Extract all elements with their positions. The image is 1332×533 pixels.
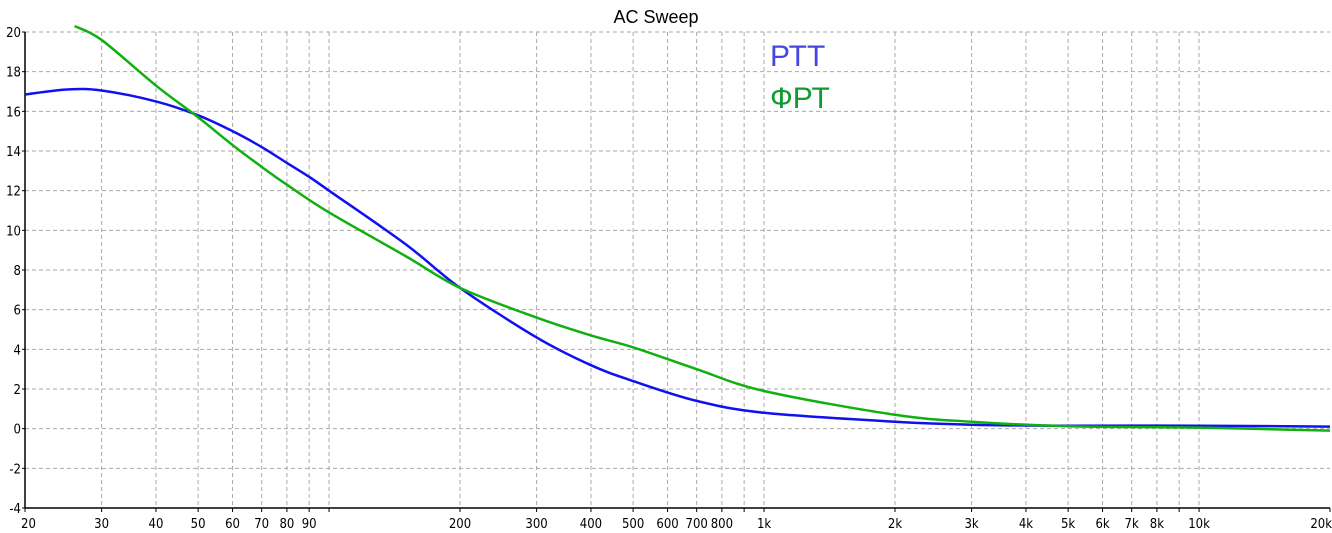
y-tick-label: 16 <box>6 105 21 120</box>
x-tick-label: 80 <box>279 517 294 532</box>
x-tick-label: 60 <box>225 517 240 532</box>
series-line-frt <box>73 24 1331 432</box>
y-tick-label: 4 <box>14 343 21 358</box>
x-tick-label: 90 <box>302 517 317 532</box>
y-tick-label: 8 <box>14 264 21 279</box>
y-tick-label: 10 <box>6 224 21 239</box>
x-tick-label: 5k <box>1061 517 1075 532</box>
x-tick-label: 30 <box>94 517 109 532</box>
y-tick-label: -4 <box>9 502 21 517</box>
y-tick-label: 0 <box>14 423 21 438</box>
x-tick-label: 800 <box>711 517 733 532</box>
y-tick-label: -2 <box>9 462 21 477</box>
y-tick-label: 18 <box>6 66 21 81</box>
chart-title: AC Sweep <box>613 7 698 27</box>
legend-rtt: РТТ <box>770 40 825 73</box>
x-tick-label: 40 <box>149 517 164 532</box>
y-tick-label: 6 <box>14 304 21 319</box>
grid <box>25 31 1330 508</box>
x-tick-label: 600 <box>656 517 678 532</box>
x-tick-label: 2k <box>888 517 902 532</box>
x-tick-label: 20 <box>21 517 36 532</box>
x-tick-label: 3k <box>964 517 978 532</box>
x-tick-label: 700 <box>686 517 708 532</box>
y-tick-label: 12 <box>6 185 21 200</box>
x-tick-label: 1k <box>757 517 771 532</box>
x-tick-label: 6k <box>1095 517 1109 532</box>
y-tick-label: 2 <box>14 383 21 398</box>
x-tick-label: 300 <box>525 517 547 532</box>
x-tick-label: 50 <box>191 517 206 532</box>
series-line-rtt <box>24 87 1331 428</box>
x-tick-label: 10k <box>1188 517 1210 532</box>
y-tick-label: 20 <box>6 26 21 41</box>
x-tick-label: 70 <box>254 517 269 532</box>
x-tick-label: 500 <box>622 517 644 532</box>
series-lines <box>24 24 1331 432</box>
x-tick-label: 7k <box>1125 517 1139 532</box>
y-tick-label: 14 <box>6 145 21 160</box>
x-tick-label: 8k <box>1150 517 1164 532</box>
x-tick-label: 4k <box>1019 517 1033 532</box>
legend-frt: ФРТ <box>770 82 830 115</box>
x-tick-label: 20k <box>1310 517 1332 532</box>
x-tick-label: 400 <box>580 517 602 532</box>
x-tick-label: 200 <box>449 517 471 532</box>
